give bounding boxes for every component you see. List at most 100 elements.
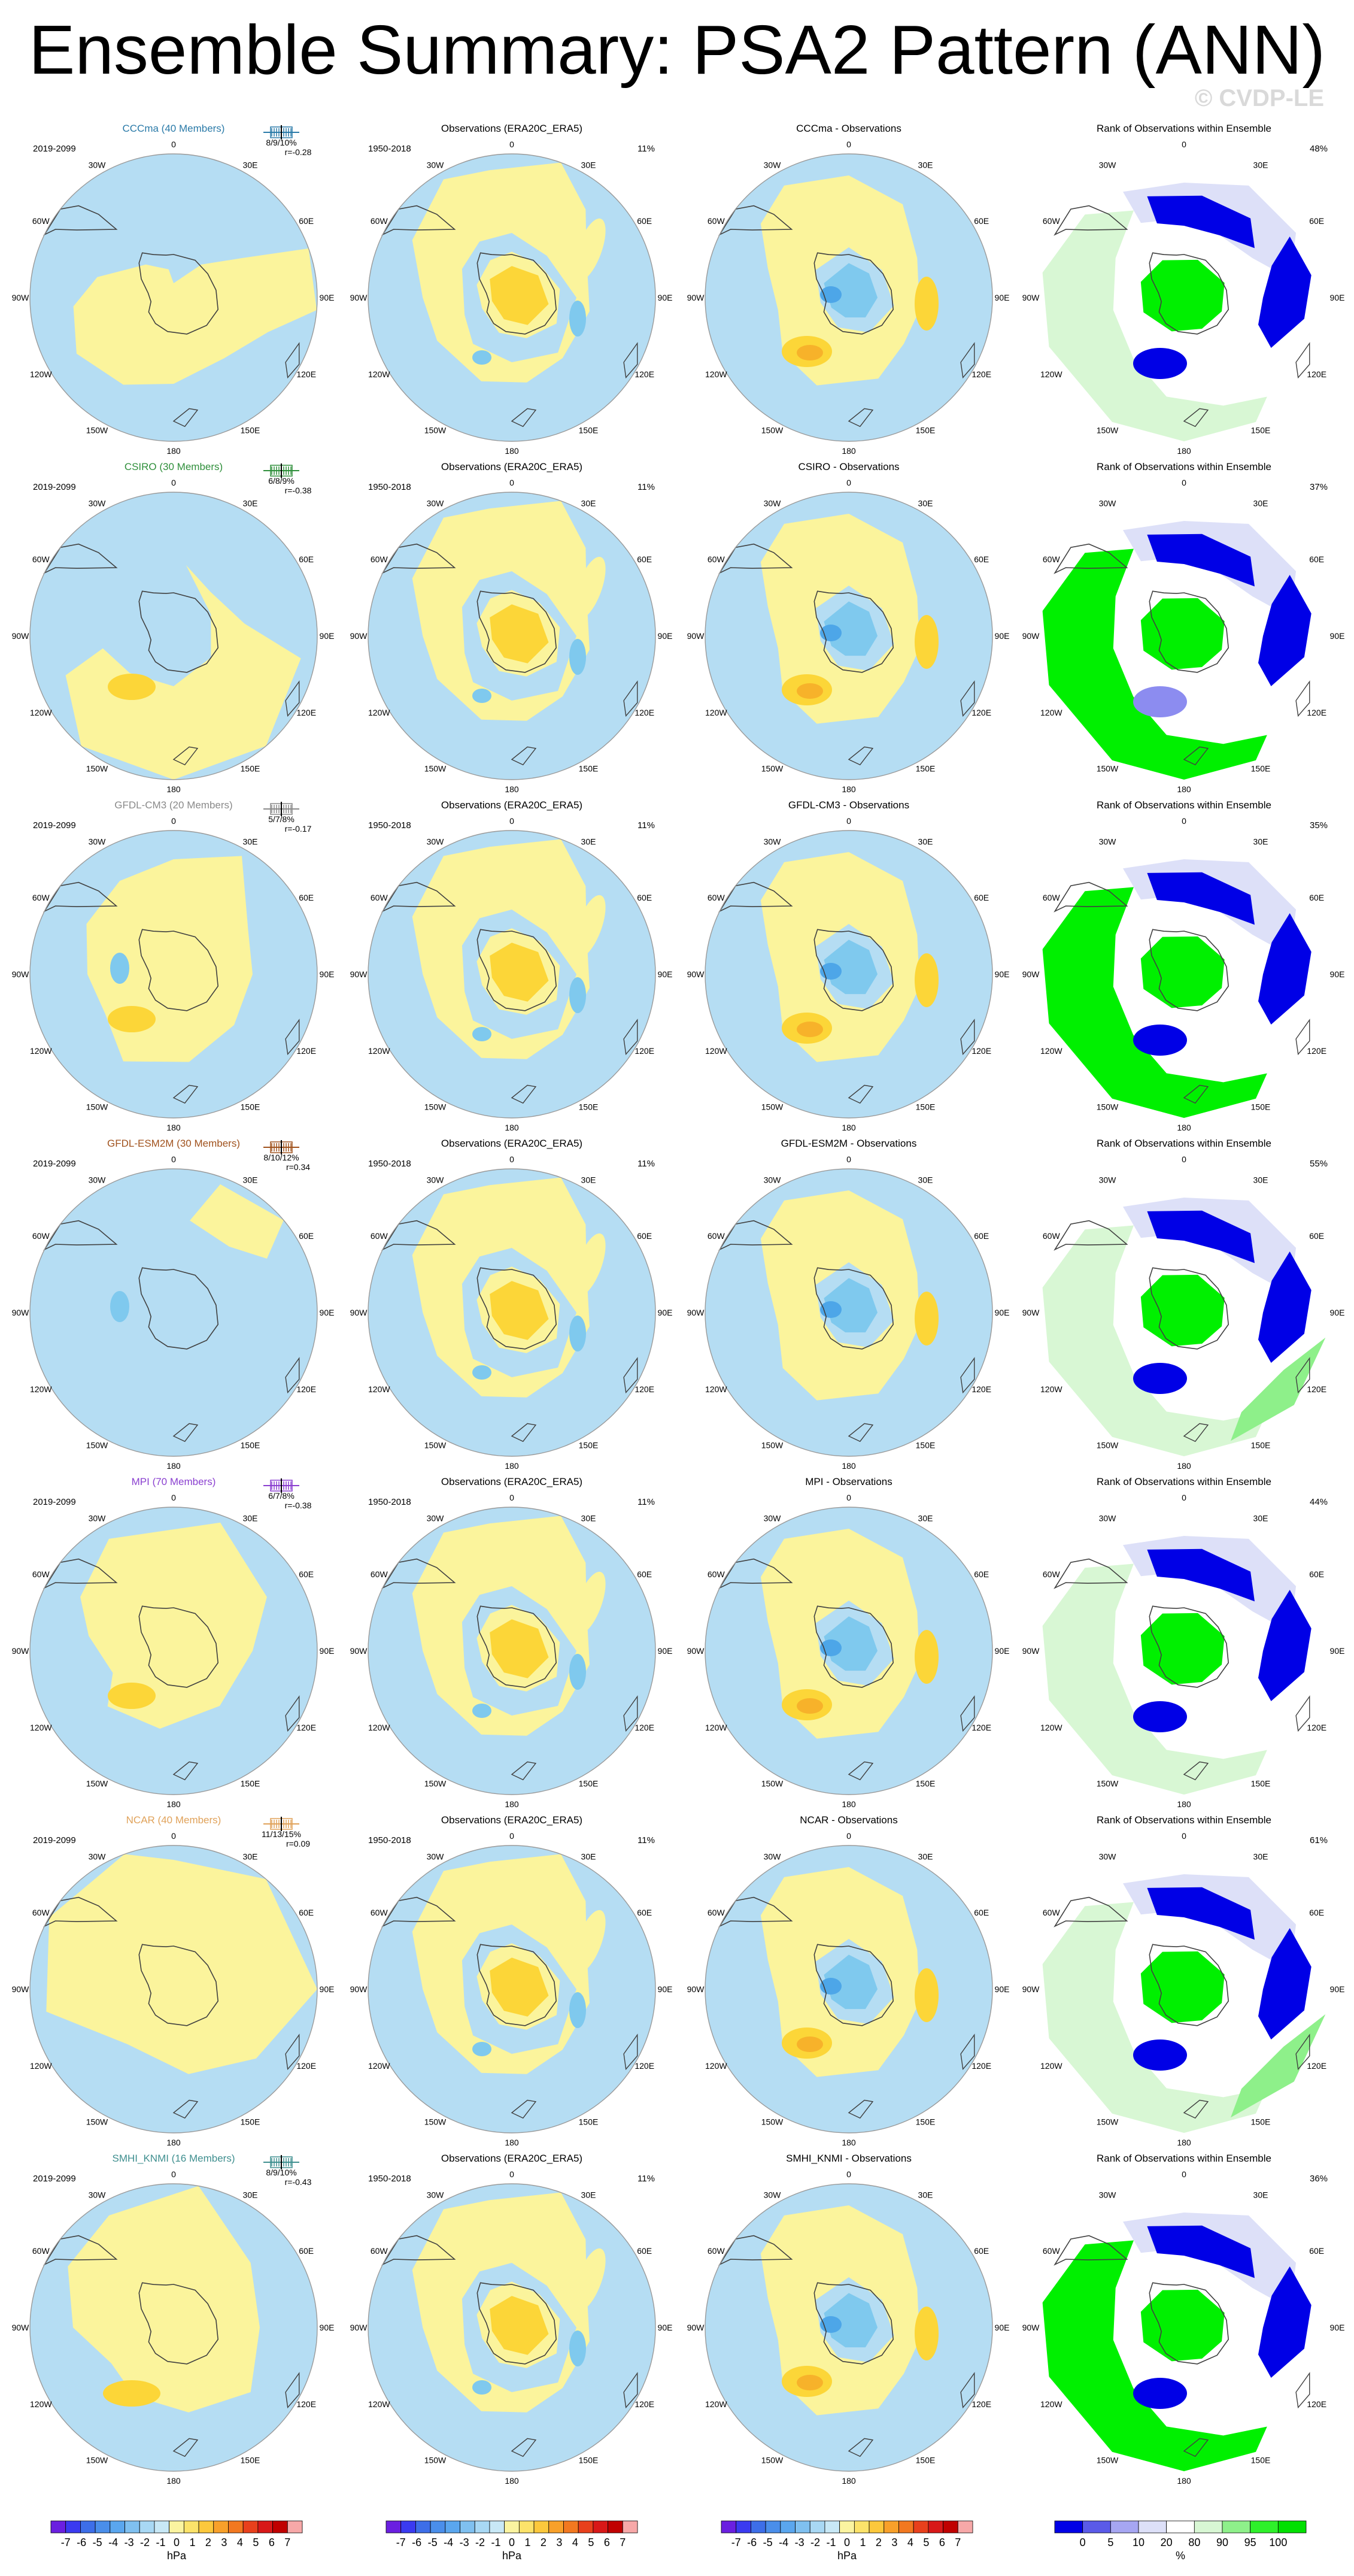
australia-outline	[285, 1695, 300, 1732]
pattern-correlation: r=-0.43	[285, 2177, 312, 2187]
longitude-label: 30E	[918, 1851, 933, 1861]
colorbar-tick-label: -5	[93, 2536, 102, 2548]
longitude-label: 30W	[764, 2190, 782, 2199]
longitude-label: 150W	[1097, 426, 1119, 435]
pattern-correlation: r=0.09	[286, 1839, 310, 1848]
rank-percentage: 44%	[1310, 1497, 1328, 1507]
longitude-label: 30W	[89, 498, 107, 508]
high-rank-region	[1042, 1902, 1267, 2133]
longitude-label: 120E	[635, 2061, 654, 2071]
longitude-label: 60W	[1043, 216, 1061, 226]
longitude-label: 60W	[1043, 1569, 1061, 1579]
observation-variance: 11%	[637, 144, 655, 154]
australia-outline	[623, 680, 638, 717]
antarctica-outline	[813, 590, 894, 673]
colorbar-tick-label: 2	[876, 2536, 882, 2548]
longitude-label: 180	[1177, 1799, 1191, 1809]
model-panel: CCCma (40 Members) 2019-2099 8/9/10%r=-0.2…	[12, 123, 335, 456]
longitude-label: 90W	[687, 1646, 705, 1656]
longitude-label: 0	[171, 816, 176, 826]
longitude-label: 0	[1182, 478, 1186, 487]
longitude-label: 120E	[972, 708, 991, 717]
model-title: SMHI_KNMI (16 Members)	[113, 2153, 235, 2164]
high-rank-center	[1140, 936, 1225, 1008]
variance-stats: 6/8/9%	[268, 476, 295, 486]
colorbar-swatch	[489, 2520, 505, 2533]
negative-anomaly-blob	[472, 1027, 491, 1041]
negative-anomaly-core	[824, 601, 878, 656]
colorbar-swatch	[1138, 2520, 1167, 2533]
south-america-outline	[43, 1220, 118, 1251]
longitude-label: 30E	[581, 1513, 596, 1523]
difference-panel: NCAR - Observations 0 30E 60E 90E 120E 150E 180…	[687, 1814, 1010, 2147]
longitude-label: 60E	[299, 1908, 314, 1917]
longitude-label: 180	[842, 784, 856, 794]
rank-percentage: 55%	[1310, 1159, 1328, 1169]
longitude-label: 60W	[371, 554, 388, 564]
new-zealand-outline	[511, 2438, 537, 2457]
south-america-outline	[43, 2235, 118, 2266]
colorbar-swatch	[80, 2520, 96, 2533]
new-zealand-outline	[172, 1423, 199, 1442]
longitude-label: 60W	[708, 1908, 725, 1917]
longitude-label: 120W	[705, 2061, 727, 2071]
positive-anomaly-blob	[915, 1292, 939, 1345]
longitude-label: 30W	[427, 1513, 445, 1523]
longitude-label: 60W	[32, 1569, 50, 1579]
new-zealand-outline	[1183, 2438, 1209, 2457]
south-america-outline	[1054, 1558, 1128, 1589]
longitude-label: 180	[166, 1461, 181, 1471]
longitude-label: 120W	[1040, 1384, 1062, 1394]
negative-anomaly-blob	[569, 301, 586, 337]
low-rank-region	[1147, 2225, 1255, 2278]
longitude-label: 30E	[581, 2190, 596, 2199]
longitude-label: 60W	[371, 1569, 388, 1579]
high-rank-region	[1042, 1225, 1267, 1456]
colorbar-swatch	[751, 2520, 766, 2533]
colorbar-tick-label: 3	[556, 2536, 562, 2548]
longitude-label: 120W	[368, 1384, 390, 1394]
variance-stats: 11/13/15%	[262, 1829, 301, 1839]
difference-panel: CCCma - Observations 0 30E 60E 90E 120E 150E 18…	[687, 123, 1010, 456]
longitude-label: 30W	[764, 837, 782, 846]
longitude-label: 30E	[918, 1513, 933, 1523]
high-rank-center	[1140, 1274, 1225, 1347]
negative-anomaly-core	[824, 940, 878, 995]
observation-years: 1950-2018	[368, 1159, 411, 1169]
longitude-label: 120W	[705, 2399, 727, 2409]
ensemble-row: GFDL-ESM2M (30 Members) 2019-2099 8/10/12%…	[12, 1138, 1345, 1471]
negative-anomaly-peak	[820, 2316, 842, 2333]
longitude-label: 0	[171, 1154, 176, 1164]
australia-outline	[1295, 680, 1310, 717]
anomaly-fields	[760, 1529, 939, 1739]
longitude-label: 60E	[974, 893, 989, 902]
colorbar-tick-label: -2	[475, 2536, 485, 2548]
colorbar-swatch	[736, 2520, 751, 2533]
longitude-label: 150W	[86, 1441, 108, 1450]
colorbar-tick-label: 6	[939, 2536, 945, 2548]
longitude-label: 120E	[1307, 2399, 1326, 2409]
colorbar-tick-label: 4	[572, 2536, 578, 2548]
positive-anomaly-blob	[573, 1910, 606, 1973]
longitude-label: 0	[171, 478, 176, 487]
longitude-label: 180	[505, 2138, 519, 2147]
model-panel: SMHI_KNMI (16 Members) 2019-2099 8/9/10%r=…	[12, 2153, 335, 2486]
longitude-label: 60E	[1309, 2246, 1324, 2256]
longitude-label: 120E	[296, 1046, 316, 1056]
longitude-label: 120W	[705, 1384, 727, 1394]
map-border	[29, 492, 318, 780]
colorbar-unit: %	[1176, 2550, 1185, 2562]
longitude-label: 120E	[972, 1723, 991, 1732]
longitude-label: 30W	[764, 1513, 782, 1523]
anomaly-fields	[760, 1190, 939, 1401]
antarctica-outline	[813, 929, 894, 1011]
model-panel: NCAR (40 Members) 2019-2099 11/13/15%r=0.0…	[12, 1814, 335, 2147]
australia-outline	[1295, 342, 1310, 379]
antarctica-outline	[1149, 252, 1229, 335]
longitude-label: 150E	[1251, 1441, 1271, 1450]
observation-variance: 11%	[637, 1497, 655, 1507]
rank-panel: Rank of Observations within Ensemble 35% 0…	[1022, 799, 1345, 1132]
negative-anomaly-peak	[820, 1301, 842, 1318]
australia-outline	[960, 342, 975, 379]
colorbar-tick-label: 5	[588, 2536, 594, 2548]
